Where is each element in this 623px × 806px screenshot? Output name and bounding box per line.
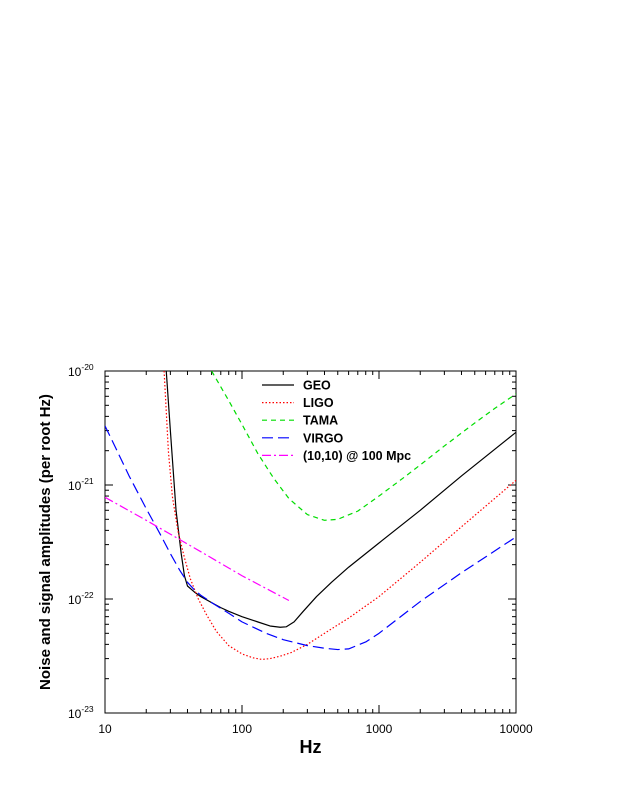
series-line-2 bbox=[163, 371, 516, 661]
plot-frame bbox=[104, 370, 517, 714]
legend-label: GEO bbox=[303, 379, 331, 393]
x-tick-label: 10000 bbox=[499, 722, 533, 736]
y-tick-label: 10-20 bbox=[68, 362, 94, 379]
legend: GEO LIGO TAMA VIRGO (10,10) @ 100 Mpc bbox=[262, 379, 411, 463]
x-axis-title: Hz bbox=[300, 737, 322, 757]
series-line-3 bbox=[211, 371, 516, 521]
series-line-5 bbox=[105, 496, 290, 602]
legend-label: LIGO bbox=[303, 396, 334, 410]
x-tick-label: 1000 bbox=[366, 722, 393, 736]
y-tick-labels: 10-20 10-21 10-22 10-23 bbox=[68, 362, 94, 721]
y-tick-label: 10-23 bbox=[68, 704, 94, 721]
x-tick-labels: 10 100 1000 10000 bbox=[98, 722, 533, 736]
y-tick-label: 10-21 bbox=[68, 476, 94, 493]
legend-label: TAMA bbox=[303, 414, 338, 428]
x-tick-label: 10 bbox=[98, 722, 112, 736]
series-line-4 bbox=[105, 425, 516, 651]
series-line-1 bbox=[165, 371, 516, 628]
y-tick-label: 10-22 bbox=[68, 590, 94, 607]
legend-label: (10,10) @ 100 Mpc bbox=[303, 449, 411, 463]
x-tick-label: 100 bbox=[232, 722, 252, 736]
series-lines bbox=[105, 371, 516, 661]
y-axis-title: Noise and signal amplitudes (per root Hz… bbox=[37, 394, 54, 690]
legend-label: VIRGO bbox=[303, 431, 344, 445]
